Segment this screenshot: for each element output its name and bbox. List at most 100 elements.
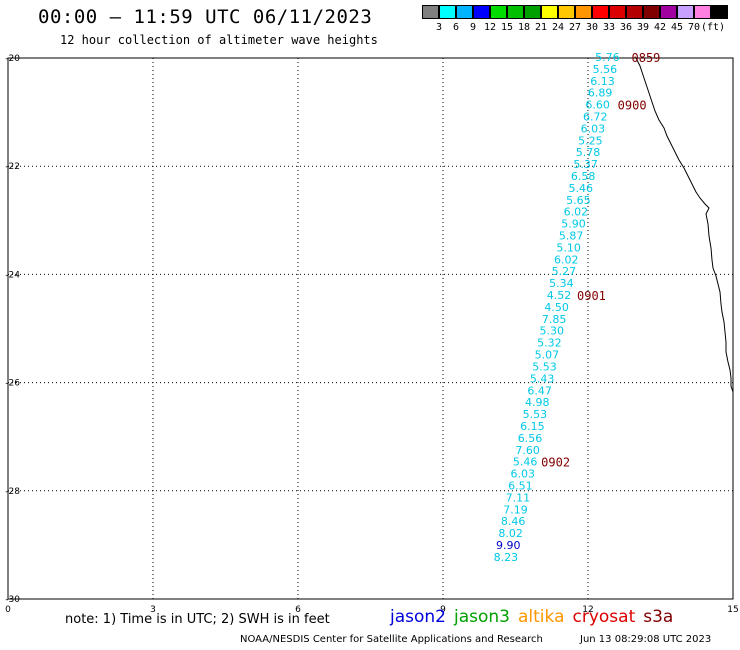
wave-height-value: 6.89 (588, 87, 613, 100)
wave-height-value: 5.87 (559, 230, 584, 243)
color-swatch (473, 5, 490, 19)
y-axis-tick-label: -26 (5, 379, 20, 389)
wave-height-value: 5.30 (540, 325, 565, 338)
wave-height-value: 5.56 (593, 63, 618, 76)
map-grid (7, 57, 734, 600)
satellite-legend-item: cryosat (572, 607, 636, 627)
color-swatch (456, 5, 473, 19)
color-scale-label: 21 (534, 22, 548, 33)
coastline (635, 57, 734, 398)
wave-height-value: 5.27 (552, 265, 577, 278)
color-swatch (643, 5, 660, 19)
wave-height-value: 7.19 (503, 503, 528, 516)
units-note: note: 1) Time is in UTC; 2) SWH is in fe… (65, 612, 330, 627)
y-axis-tick-label: -22 (5, 162, 20, 172)
wave-height-value: 5.46 (569, 182, 594, 195)
wave-height-value: 6.15 (520, 420, 545, 433)
y-axis-tick-label: -30 (5, 595, 20, 605)
color-scale-label: 42 (653, 22, 667, 33)
color-scale-label: 3 (435, 22, 443, 33)
color-swatch (626, 5, 643, 19)
wave-height-value: 5.37 (573, 158, 598, 171)
color-scale-label: 9 (469, 22, 477, 33)
wave-height-value: 8.02 (498, 527, 523, 540)
color-scale-label: 18 (517, 22, 531, 33)
color-swatch (660, 5, 677, 19)
wave-height-value: 6.51 (508, 479, 533, 492)
generated-timestamp: Jun 13 08:29:08 UTC 2023 (580, 634, 712, 645)
wave-height-value: 6.02 (554, 253, 579, 266)
wave-height-value: 6.56 (518, 432, 543, 445)
wave-height-value: 6.03 (511, 468, 536, 481)
color-swatch (422, 5, 439, 19)
wave-height-value: 6.02 (564, 206, 589, 219)
color-swatch (575, 5, 592, 19)
y-axis-tick-label: -24 (5, 270, 20, 280)
time-label: 0901 (577, 289, 606, 303)
color-scale-label: 12 (483, 22, 497, 33)
color-scale-label: 70 (687, 22, 701, 33)
wave-height-value: 6.60 (585, 99, 610, 112)
wave-height-value: 7.85 (542, 313, 567, 326)
color-swatch (507, 5, 524, 19)
satellite-legend: jason2 jason3 altika cryosat s3a (390, 607, 681, 627)
wave-height-value: 7.11 (506, 491, 531, 504)
wave-height-value: 4.52 (547, 289, 572, 302)
map-title: 00:00 – 11:59 UTC 06/11/2023 (38, 6, 373, 28)
color-swatch (711, 5, 728, 19)
x-axis-tick-label: 9 (440, 605, 446, 615)
wave-height-value: 5.43 (530, 372, 555, 385)
wave-height-value: 9.90 (496, 539, 521, 552)
map-subtitle: 12 hour collection of altimeter wave hei… (60, 33, 378, 47)
wave-height-value: 6.72 (583, 111, 608, 124)
color-swatch (524, 5, 541, 19)
wave-height-value: 5.90 (561, 218, 586, 231)
wave-height-track: 5.765.566.136.896.606.72 6.03 5.255.785.37… (494, 51, 620, 564)
wave-height-value: 5.25 (578, 134, 603, 147)
satellite-legend-item: altika (518, 607, 565, 627)
color-scale-label: 33 (602, 22, 616, 33)
time-labels: 0859 0900 0901 0902 (541, 51, 660, 470)
y-axis-tick-label: -28 (5, 487, 20, 497)
wave-height-value: 5.76 (595, 51, 620, 64)
color-scale-label: 24 (551, 22, 565, 33)
wave-height-value: 4.50 (544, 301, 569, 314)
time-label: 0859 (632, 51, 661, 65)
wave-height-value: 4.98 (525, 396, 550, 409)
x-axis-tick-label: 3 (150, 605, 156, 615)
color-scale-label: (ft) (701, 22, 726, 33)
y-axis-tick-label: -20 (5, 54, 20, 64)
time-label: 0902 (541, 456, 570, 470)
color-scale-label: 6 (452, 22, 460, 33)
x-axis-tick-label: 0 (5, 605, 11, 615)
x-axis-tick-label: 12 (582, 605, 593, 615)
color-scale-label: 27 (568, 22, 582, 33)
x-axis-tick-label: 15 (727, 605, 738, 615)
color-swatch (677, 5, 694, 19)
wave-height-value: 6.13 (590, 75, 615, 88)
axis-labels: 0 3 6 9 12 15 -20 -22 -24 -26 -28 -30 (5, 54, 739, 615)
credit-line: NOAA/NESDIS Center for Satellite Applica… (240, 634, 543, 645)
color-swatch (541, 5, 558, 19)
map-frame (7, 57, 734, 600)
wave-height-value: 6.58 (571, 170, 596, 183)
wave-height-value: 5.78 (576, 146, 601, 159)
color-scale-label: 39 (636, 22, 650, 33)
wave-height-value: 5.53 (523, 408, 548, 421)
wave-height-value: 5.32 (537, 337, 562, 350)
wave-height-value: 5.34 (549, 277, 574, 290)
wave-height-value: 5.65 (566, 194, 591, 207)
time-label: 0900 (618, 99, 647, 113)
wave-height-value: 5.07 (535, 349, 560, 362)
wave-height-value: 7.60 (515, 444, 540, 457)
color-scale-label: 36 (619, 22, 633, 33)
wave-height-value: 5.53 (532, 360, 557, 373)
satellite-legend-item: jason2 (390, 607, 446, 627)
wave-height-value: 6.47 (527, 384, 552, 397)
color-scale-label: 15 (500, 22, 514, 33)
color-scale-label: 30 (585, 22, 599, 33)
coastline-path (635, 57, 734, 398)
color-swatch (439, 5, 456, 19)
x-axis-tick-label: 6 (295, 605, 301, 615)
